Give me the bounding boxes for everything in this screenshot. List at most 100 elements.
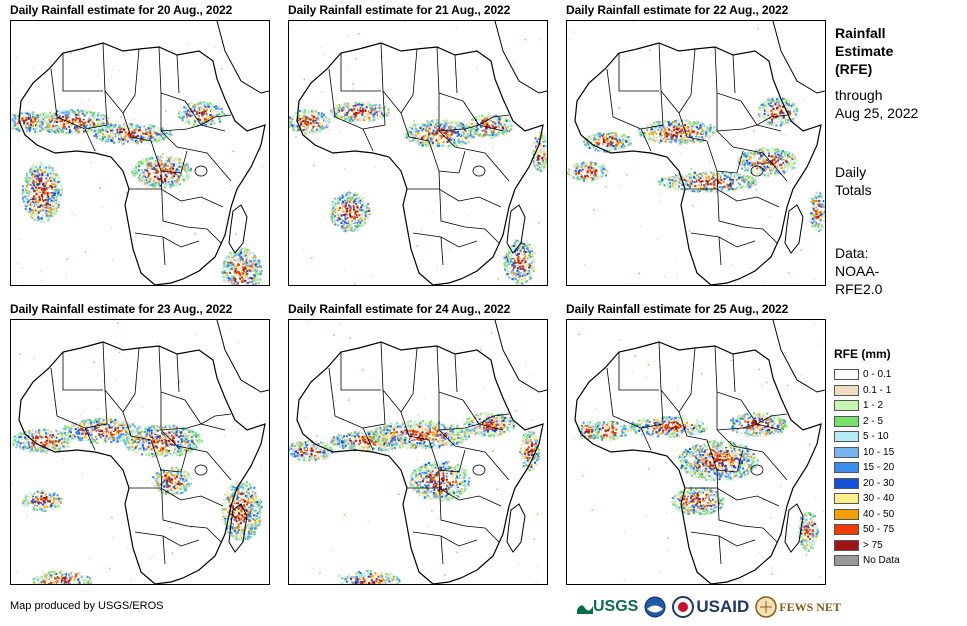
country-border [158,46,186,102]
legend-swatch [834,431,859,443]
country-border [150,140,188,174]
legend-item: 20 - 30 [834,476,959,492]
country-border [714,345,742,401]
country-border [678,411,708,441]
legend-label: 10 - 15 [863,446,895,458]
legend-item: > 75 [834,538,959,554]
rainfall-pixels [11,42,264,285]
country-border [428,439,466,473]
legend-label: 1 - 2 [863,400,884,412]
country-border [122,411,152,441]
country-border [716,124,758,132]
country-border [184,399,226,431]
country-border [200,413,232,425]
legend-label: 0.1 - 1 [863,384,892,396]
country-border [56,415,96,451]
legend-swatch [834,415,859,427]
rainfall-pixels [573,324,824,581]
country-border [458,495,502,507]
legend-swatch [834,462,859,474]
legend-swatch [834,400,859,412]
country-border [716,170,744,228]
madagascar-outline [784,204,804,254]
rfe-heading-line: Rainfall [835,25,886,41]
usgs-wave-icon [577,605,593,614]
country-border [685,188,738,202]
country-border [176,54,180,94]
country-border [436,345,464,401]
country-border [122,48,140,114]
country-border [50,68,58,118]
madagascar-outline [506,503,526,553]
usaid-seal-icon [672,596,695,618]
partner-logos: USGS USAID FEWS NET [577,593,841,621]
country-border [122,347,140,413]
country-border [618,352,659,391]
country-border [150,439,188,473]
country-border [362,389,386,429]
rainfall-map-canvas [567,21,825,285]
country-border [134,232,200,248]
country-border [606,367,614,417]
country-border [400,48,418,114]
country-border [160,170,188,228]
rainfall-map [288,319,548,585]
rainfall-map-canvas [11,320,269,584]
country-border [438,124,480,132]
country-border [440,535,444,565]
country-border [428,140,466,174]
country-border [340,352,381,391]
country-border [678,48,696,114]
country-border [180,196,224,208]
legend-swatch [834,369,859,381]
country-border [742,226,778,244]
panel-title: Daily Rainfall estimate for 22 Aug., 202… [566,3,789,17]
country-border [438,423,480,431]
legend-item: 30 - 40 [834,491,959,507]
legend-label: 50 - 75 [863,524,895,536]
country-border [162,535,166,565]
legend-item: 0 - 0.1 [834,367,959,383]
legend-swatch [834,508,859,520]
arabian-coastline [494,320,547,393]
through-label: through [835,87,883,103]
legend-label: 2 - 5 [863,415,884,427]
legend-swatch [834,477,859,489]
country-border [678,347,696,413]
panel-title: Daily Rainfall estimate for 24 Aug., 202… [288,302,511,316]
legend-item: 40 - 50 [834,507,959,523]
legend-swatch [834,555,859,567]
arabian-coastline [216,21,269,94]
rfe-heading-line: Estimate [835,43,894,59]
country-border [407,188,460,202]
rfe-heading-line: (RFE) [835,61,873,77]
country-border [62,352,103,391]
rainfall-pixels [567,21,825,283]
daily-line: Totals [835,182,872,198]
country-border [718,236,722,266]
country-border [186,525,222,543]
country-border [756,413,788,425]
africa-coastline [574,42,822,285]
country-border [716,423,758,431]
country-border [612,415,652,451]
country-border [180,495,224,507]
country-border [160,469,188,527]
africa-coastline [18,341,266,584]
panel-title: Daily Rainfall estimate for 23 Aug., 202… [10,302,233,316]
country-border [200,114,232,126]
panel-title: Daily Rainfall estimate for 25 Aug., 202… [566,302,789,316]
country-border [478,413,510,425]
arabian-coastline [494,21,547,94]
country-border [714,46,742,102]
legend-swatch [834,539,859,551]
legend-label: > 75 [863,539,883,551]
country-border [134,531,200,547]
country-border [186,226,222,244]
legend-label: No Data [863,555,900,567]
country-border [412,232,478,248]
country-border [328,68,336,118]
rainfall-map [566,20,826,286]
country-border [362,90,386,130]
country-border [454,146,510,182]
